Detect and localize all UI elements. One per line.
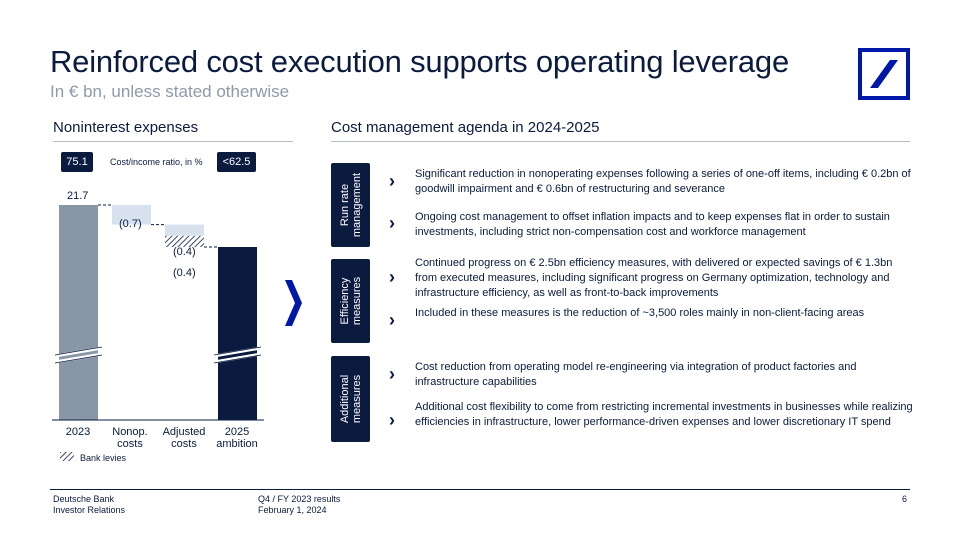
page-title: Reinforced cost execution supports opera… xyxy=(50,44,790,79)
run-rate-management-label: Run rate management xyxy=(339,173,363,237)
efficiency-label-line1: Efficiency xyxy=(338,277,351,325)
efficiency-label-line2: measures xyxy=(350,276,363,326)
data-label-2023: 21.7 xyxy=(67,190,89,202)
x-tick-adjusted-line2: costs xyxy=(171,438,197,450)
x-tick-2023: 2023 xyxy=(65,426,91,438)
data-label-bank-levies: (0.4) xyxy=(173,267,196,279)
page-subtitle: In € bn, unless stated otherwise xyxy=(50,82,290,101)
deutsche-bank-logo-icon xyxy=(858,48,910,100)
page-number: 6 xyxy=(902,494,908,504)
right-heading-rule xyxy=(331,141,910,142)
agenda-item-efficiency-2: Included in these measures is the reduct… xyxy=(415,307,865,319)
additional-measures-tab: Additional measures xyxy=(331,356,370,442)
cost-income-ratio-2025-badge: <62.5 xyxy=(217,152,256,172)
data-label-adjusted-costs: (0.4) xyxy=(173,246,196,258)
data-label-nonop-costs: (0.7) xyxy=(119,218,142,230)
chevron-right-icon: › xyxy=(389,410,395,430)
x-tick-nonop-line1: Nonop. xyxy=(112,426,148,438)
agenda-item-additional-2: Additional cost flexibility to come from… xyxy=(415,401,913,428)
efficiency-measures-tab: Efficiency measures xyxy=(331,259,370,343)
efficiency-measures-label: Efficiency measures xyxy=(339,277,363,325)
agenda-item-efficiency-1: Continued progress on € 2.5bn efficiency… xyxy=(415,257,893,299)
footer-company-name: Deutsche Bank xyxy=(53,494,115,504)
footer-department: Investor Relations xyxy=(53,505,126,515)
agenda-item-run-rate-2: Ongoing cost management to offset inflat… xyxy=(415,211,890,238)
chevron-right-icon xyxy=(285,280,302,326)
chevron-right-icon: › xyxy=(389,213,395,233)
run-rate-label-line2: management xyxy=(350,172,363,238)
bar-2023 xyxy=(59,205,98,420)
footer-date: February 1, 2024 xyxy=(258,505,327,515)
chevron-right-icon: › xyxy=(389,364,395,384)
axis-break-0 xyxy=(54,346,103,364)
x-tick-2025-line2: ambition xyxy=(216,438,258,450)
additional-label-line2: measures xyxy=(350,374,363,424)
footer-rule xyxy=(50,489,910,490)
bar-bank-levies xyxy=(165,235,204,247)
bar-adjusted-costs xyxy=(165,224,204,236)
additional-label-line1: Additional xyxy=(338,374,351,424)
x-tick-adjusted-line1: Adjusted xyxy=(162,426,206,438)
run-rate-management-tab: Run rate management xyxy=(331,163,370,247)
data-label-2025-ambition: ~€ 20 xyxy=(222,267,250,279)
axis-break-line-1 xyxy=(213,346,262,364)
agenda-item-additional-1: Cost reduction from operating model re-e… xyxy=(415,361,857,388)
cost-management-heading: Cost management agenda in 2024-2025 xyxy=(331,119,600,136)
footer-report-name: Q4 / FY 2023 results xyxy=(258,494,341,504)
chevron-right-icon: › xyxy=(389,171,395,191)
additional-measures-label: Additional measures xyxy=(339,375,363,423)
footer-report: Q4 / FY 2023 results February 1, 2024 xyxy=(258,494,340,516)
cost-income-ratio-2023-badge: 75.1 xyxy=(61,152,93,172)
bank-levies-legend-label: Bank levies xyxy=(80,453,127,463)
x-tick-nonop-line2: costs xyxy=(117,438,143,450)
noninterest-expenses-heading: Noninterest expenses xyxy=(53,119,199,136)
axis-break-line-0 xyxy=(54,346,103,364)
left-heading-rule xyxy=(53,141,293,142)
run-rate-label-line1: Run rate xyxy=(338,183,351,227)
agenda-item-run-rate-1: Significant reduction in nonoperating ex… xyxy=(415,168,911,195)
axis-break-1 xyxy=(213,346,262,364)
bar-2025-ambition xyxy=(218,247,257,420)
bar-nonop-costs xyxy=(112,205,151,225)
x-tick-adjusted-costs: Adjusted costs xyxy=(154,426,214,450)
cost-income-ratio-label: Cost/income ratio, in % xyxy=(110,157,203,167)
x-tick-2025-ambition: 2025 ambition xyxy=(207,426,267,450)
x-tick-2025-line1: 2025 xyxy=(224,426,250,438)
chevron-right-icon: › xyxy=(389,267,395,287)
bank-levies-legend-swatch xyxy=(60,452,74,461)
x-tick-nonop-costs: Nonop. costs xyxy=(100,426,160,450)
chevron-right-icon: › xyxy=(389,310,395,330)
footer-company: Deutsche Bank Investor Relations xyxy=(53,494,125,516)
